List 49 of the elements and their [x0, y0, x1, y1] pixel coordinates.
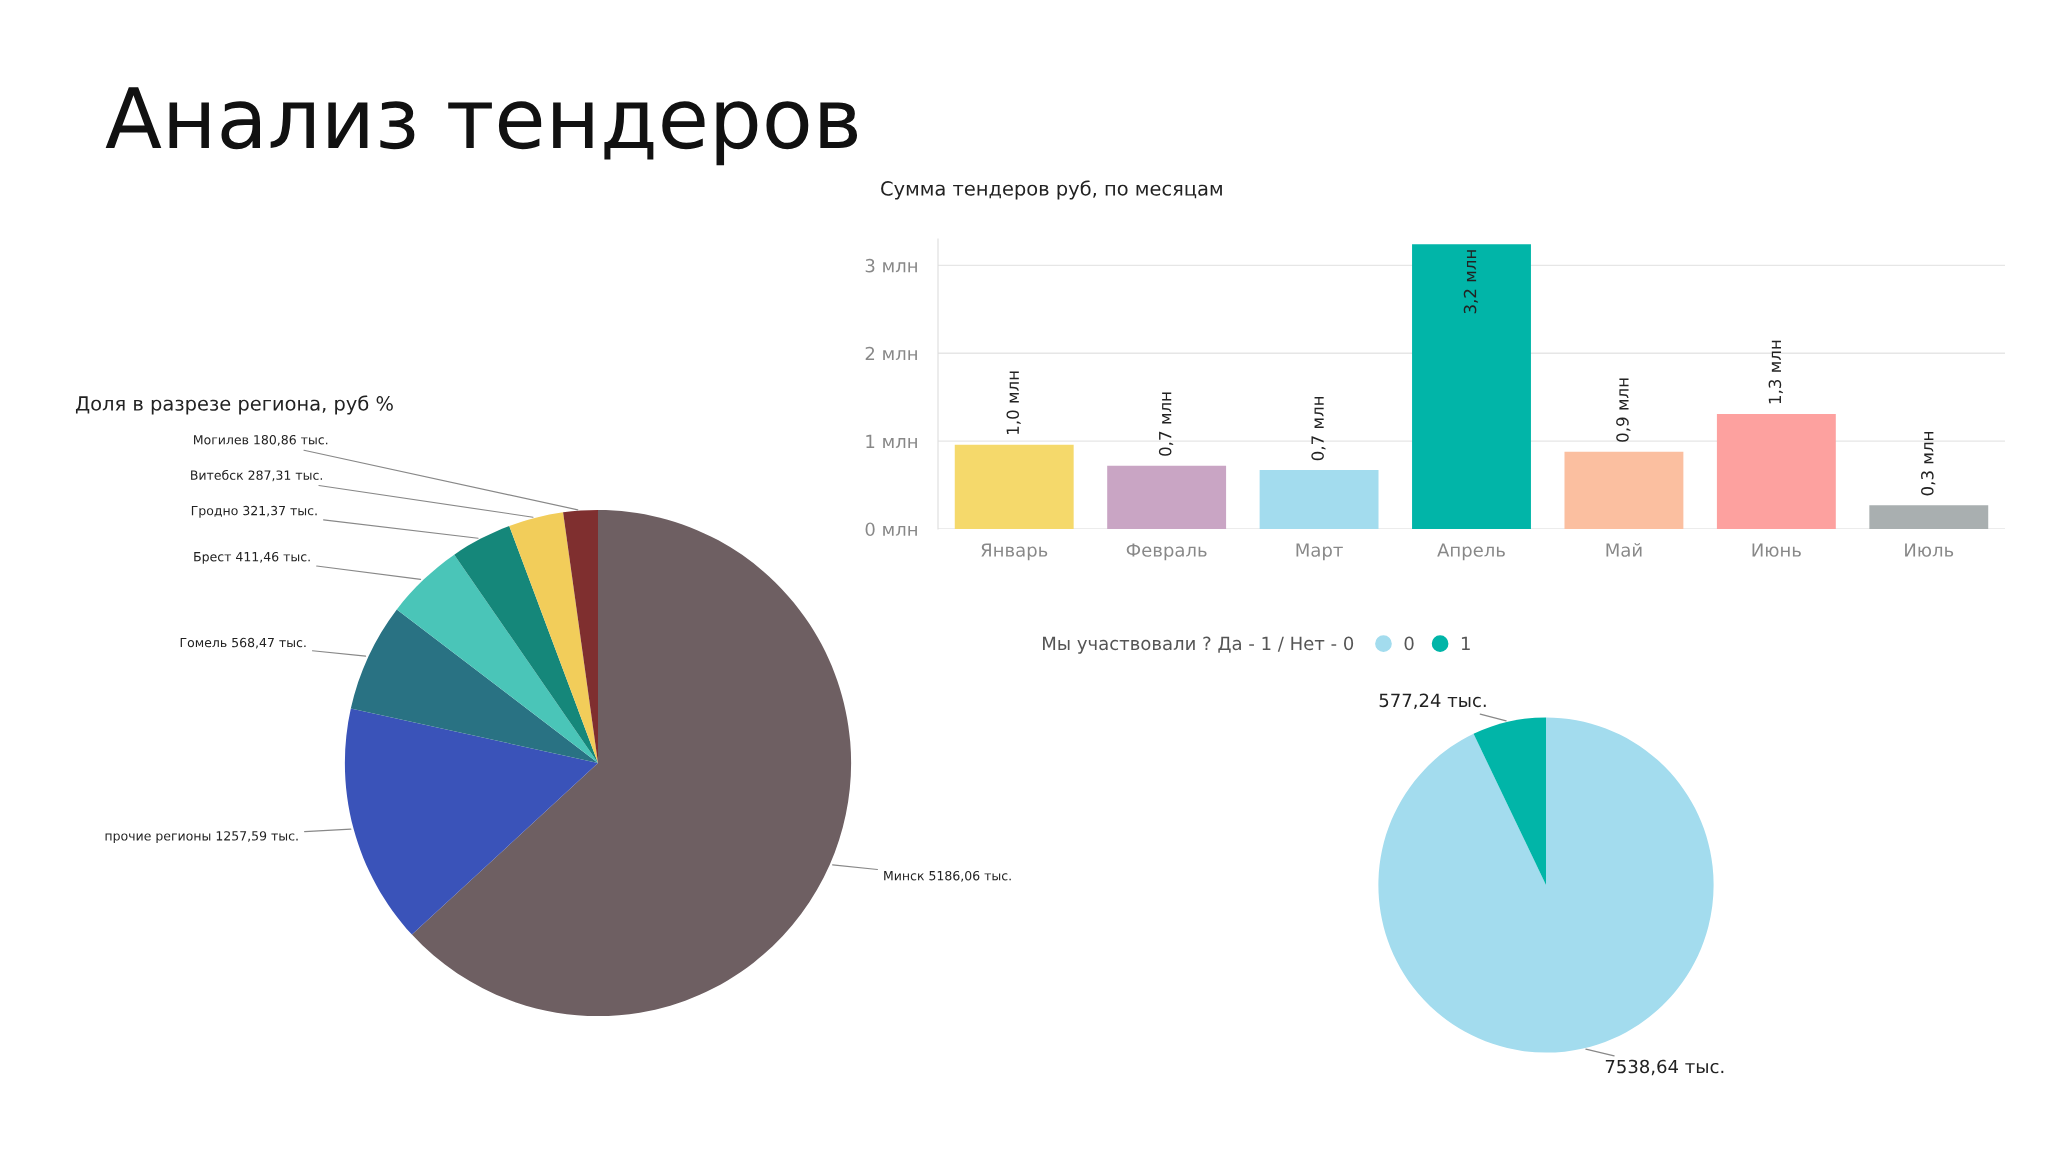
slice-label: Гродно 321,37 тыс.	[191, 505, 317, 518]
bar	[954, 444, 1074, 529]
pie-slice	[350, 609, 598, 763]
slice-label: прочие регионы 1257,59 тыс.	[105, 831, 298, 843]
pie-slice	[411, 509, 852, 1017]
bar	[1259, 470, 1379, 529]
pie-slice	[509, 512, 598, 763]
y-tick-label: 2 млн	[865, 346, 917, 361]
slice-label: Гомель 568,47 тыс.	[180, 637, 306, 649]
data-label: 0,7 млн	[1311, 396, 1326, 461]
x-tick-label: Июнь	[1752, 543, 1801, 557]
pie-slice	[396, 554, 598, 763]
bar	[1412, 244, 1531, 529]
x-tick-label: Март	[1296, 543, 1343, 561]
bar	[1564, 451, 1684, 529]
x-tick-label: Февраль	[1126, 543, 1207, 561]
y-tick-label: 3 млн	[865, 258, 917, 273]
data-label: 577,24 тыс.	[1379, 693, 1486, 710]
slice-label: Минск 5186,06 тыс.	[884, 870, 1011, 882]
bar	[1716, 413, 1836, 529]
data-label: 1,0 млн	[1006, 371, 1021, 435]
legend-label: 0	[1404, 636, 1414, 651]
pie-slice	[454, 525, 598, 763]
slice-label: Могилев 180,86 тыс.	[194, 434, 328, 446]
data-label: 0,7 млн	[1158, 392, 1174, 456]
pie-slice	[563, 509, 598, 763]
data-label: 0,9 млн	[1616, 378, 1631, 442]
pie-slice	[344, 708, 598, 935]
slice-label: Витебск 287,31 тыс.	[191, 469, 322, 482]
data-label: 0,3 млн	[1921, 432, 1936, 496]
x-tick-label: Январь	[981, 543, 1048, 561]
y-tick-label: 1 млн	[866, 434, 917, 448]
bar	[1107, 465, 1227, 529]
data-label: 7538,64 тыс.	[1605, 1059, 1724, 1076]
data-label: 1,3 млн	[1768, 340, 1783, 404]
pie-slice	[1378, 717, 1714, 1053]
legend-title: Мы участвовали ? Да - 1 / Нет - 0	[1043, 636, 1354, 654]
text: Анализ тендеров	[105, 87, 858, 166]
bar	[1869, 505, 1989, 529]
chart-title: Доля в разрезе региона, руб %	[75, 395, 393, 415]
slice-label: Брест 411,46 тыс.	[194, 551, 310, 564]
chart-title: Сумма тендеров руб, по месяцам	[881, 180, 1222, 200]
x-tick-label: Май	[1606, 542, 1642, 557]
y-tick-label: 0 млн	[865, 522, 917, 537]
legend-label: 1	[1461, 636, 1470, 650]
data-label: 3,2 млн	[1463, 250, 1479, 314]
x-tick-label: Апрель	[1437, 543, 1505, 561]
x-tick-label: Июль	[1905, 543, 1954, 557]
pie-slice	[1473, 717, 1546, 885]
